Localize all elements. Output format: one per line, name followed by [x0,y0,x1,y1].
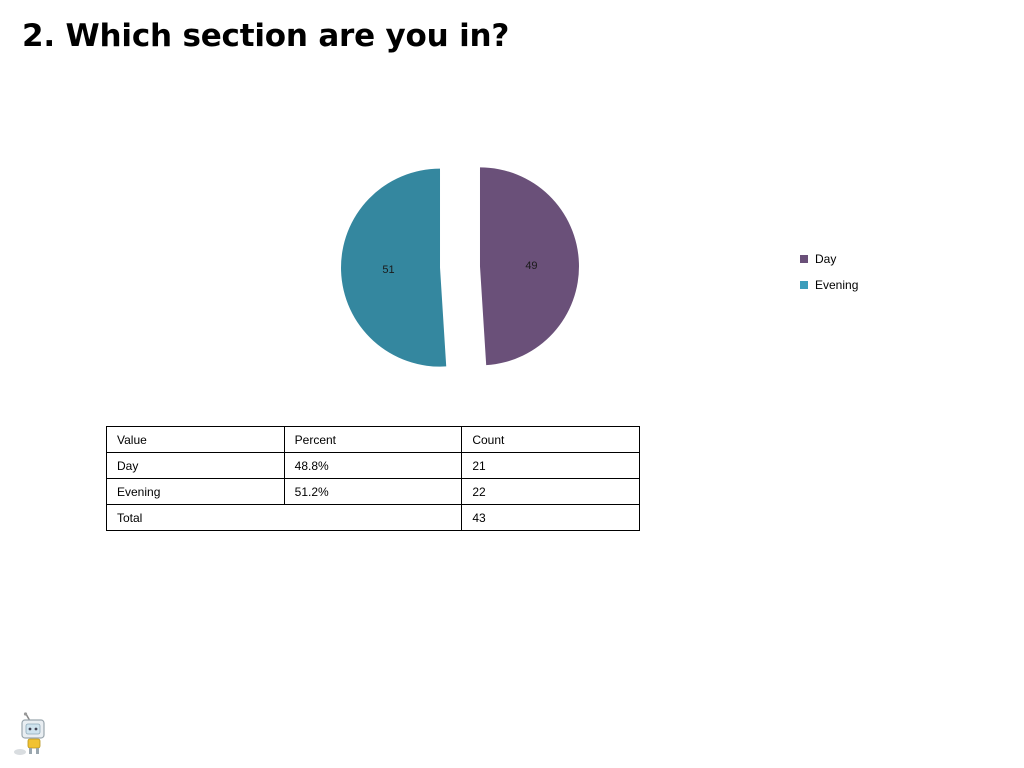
table-header-row: Value Percent Count [106,426,640,453]
page-title: 2. Which section are you in? [22,18,510,54]
legend-label-day: Day [815,252,837,266]
cell-percent: 48.8% [283,452,463,479]
cell-percent: 51.2% [283,478,463,505]
pie-chart: 49 51 [341,167,579,367]
legend-label-evening: Evening [815,278,859,292]
pie-slice-evening [341,168,447,367]
header-count: Count [461,426,640,453]
results-table: Value Percent Count Day 48.8% 21 Evening… [105,426,640,531]
chart-legend: Day Evening [800,246,858,298]
legend-swatch-evening [800,281,808,289]
table-row: Day 48.8% 21 [106,452,640,479]
cell-count: 22 [461,478,640,505]
legend-item-day: Day [800,246,858,272]
total-count: 43 [461,504,640,531]
pie-slice-day [479,167,579,366]
slice-label-day: 49 [525,260,537,272]
table-row: Evening 51.2% 22 [106,478,640,505]
header-percent: Percent [283,426,463,453]
robot-mascot-icon [14,712,45,755]
legend-item-evening: Evening [800,272,858,298]
legend-swatch-day [800,255,808,263]
cell-value: Evening [106,478,285,505]
cell-count: 21 [461,452,640,479]
table-total-row: Total 43 [105,504,640,531]
cell-value: Day [106,452,285,479]
total-label: Total [105,504,463,531]
header-value: Value [106,426,285,453]
slice-label-evening: 51 [382,264,394,276]
